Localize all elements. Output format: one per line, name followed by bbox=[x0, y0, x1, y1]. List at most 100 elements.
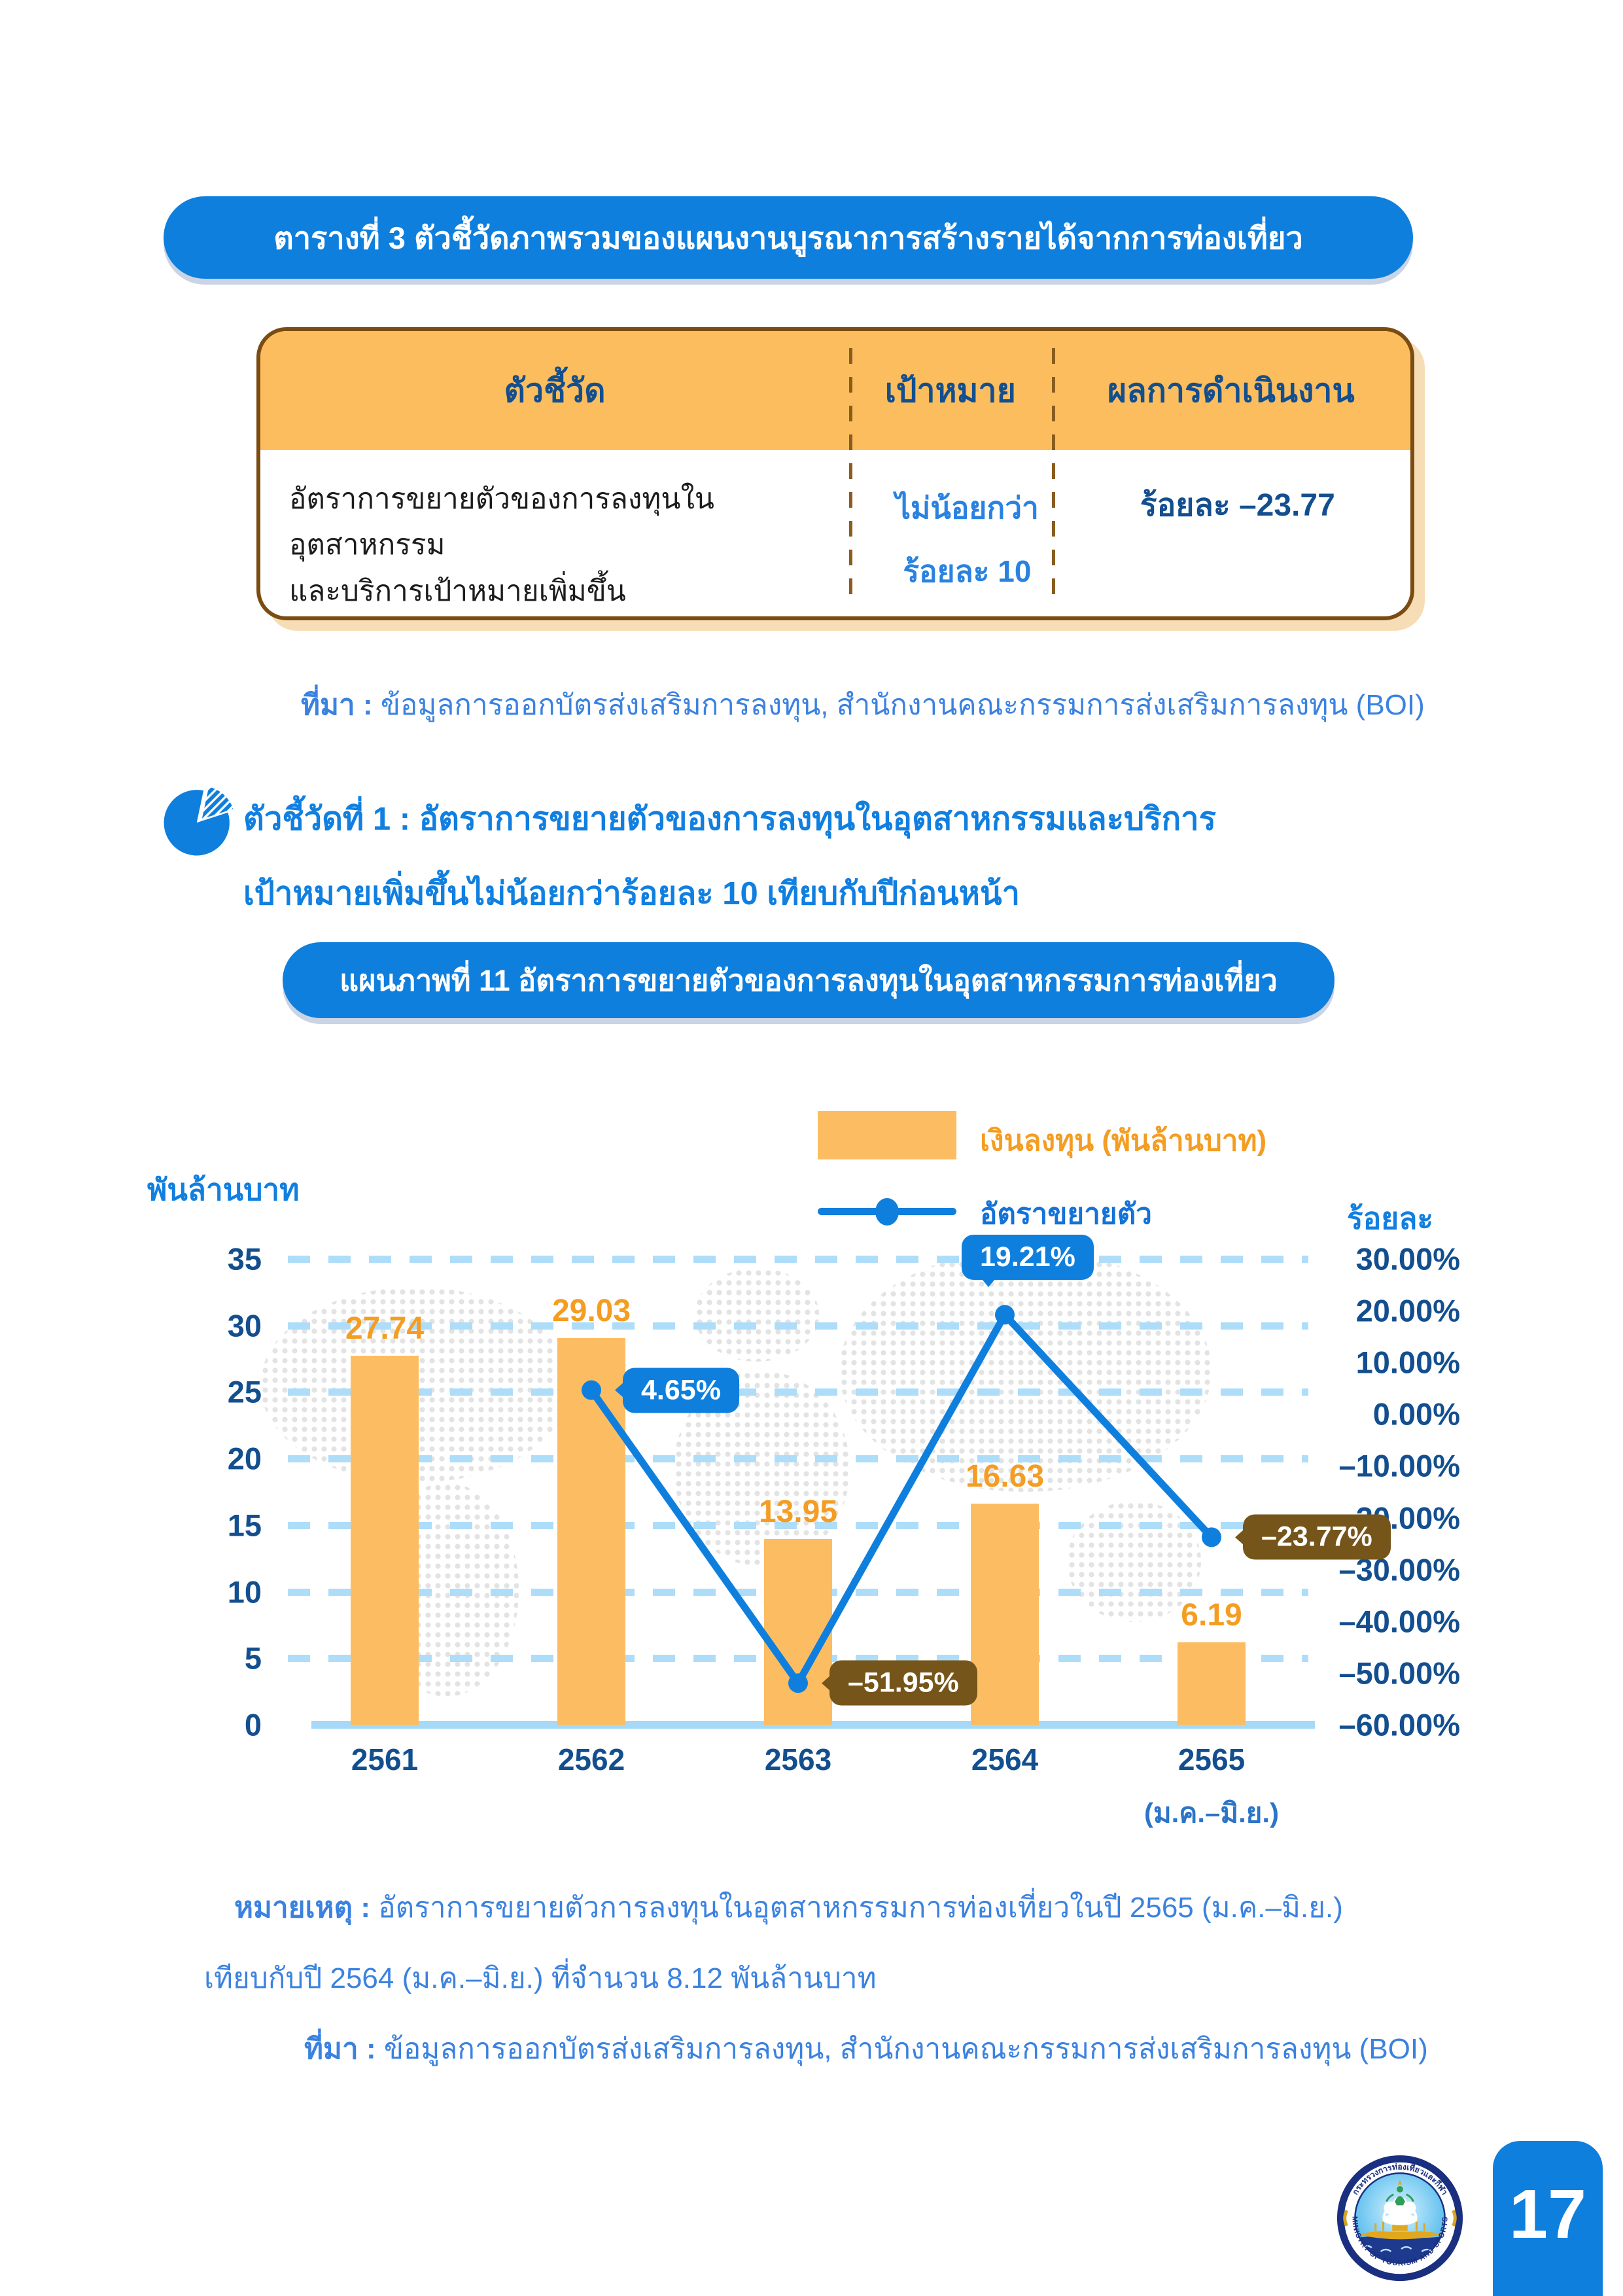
indicator-heading-line1: ตัวชี้วัดที่ 1 : อัตราการขยายตัวของการลง… bbox=[243, 802, 1216, 837]
x-axis-label-2563: 2563 bbox=[764, 1742, 832, 1776]
pie-chart-icon bbox=[164, 786, 234, 856]
line-data-point bbox=[1202, 1527, 1221, 1547]
legend-line-swatch bbox=[818, 1198, 956, 1226]
left-axis-title: พันล้านบาท bbox=[147, 1173, 300, 1207]
table-source: ที่มา : ข้อมูลการออกบัตรส่งเสริมการลงทุน… bbox=[301, 682, 1425, 728]
bar-2564 bbox=[971, 1503, 1039, 1725]
line-data-point bbox=[995, 1305, 1015, 1325]
right-axis-tick: –40.00% bbox=[1338, 1604, 1460, 1639]
map-blob bbox=[695, 1268, 819, 1362]
left-axis-tick: 0 bbox=[244, 1707, 262, 1742]
cell-result: ร้อยละ –23.77 bbox=[1064, 450, 1410, 616]
legend-bar-label: เงินลงทุน (พันล้านบาท) bbox=[980, 1125, 1267, 1157]
left-axis-tick: 5 bbox=[244, 1640, 262, 1676]
map-blob bbox=[1066, 1501, 1202, 1623]
chart-source: ที่มา : ข้อมูลการออกบัตรส่งเสริมการลงทุน… bbox=[304, 2026, 1428, 2072]
gridline bbox=[288, 1256, 1308, 1263]
line-data-point bbox=[582, 1380, 601, 1400]
result-value: ร้อยละ –23.77 bbox=[1140, 488, 1335, 523]
indicator-text-line1: อัตราการขยายตัวของการลงทุนในอุตสาหกรรม bbox=[289, 483, 715, 561]
bar-2562 bbox=[557, 1338, 625, 1725]
indicator-table-row: อัตราการขยายตัวของการลงทุนในอุตสาหกรรม แ… bbox=[260, 450, 1410, 616]
indicator-table-header: ตัวชี้วัด เป้าหมาย ผลการดำเนินงาน bbox=[260, 331, 1410, 450]
column-divider bbox=[849, 348, 853, 599]
source-label: ที่มา : bbox=[301, 689, 373, 721]
bar-2565 bbox=[1178, 1642, 1246, 1725]
right-axis-tick: 0.00% bbox=[1372, 1396, 1460, 1432]
x-axis-label-2561: 2561 bbox=[351, 1742, 419, 1776]
right-axis-tick: 20.00% bbox=[1355, 1293, 1460, 1328]
table-title: ตารางที่ 3 ตัวชี้วัดภาพรวมของแผนงานบูรณา… bbox=[273, 220, 1303, 255]
page-number-tab: 17 bbox=[1493, 2141, 1603, 2296]
legend-bar-swatch bbox=[818, 1111, 956, 1159]
right-axis-title: ร้อยละ bbox=[1346, 1201, 1434, 1235]
x-axis-label-2565: 2565 bbox=[1178, 1742, 1246, 1776]
gridline bbox=[288, 1322, 1308, 1330]
legend-line-dot-icon bbox=[875, 1198, 899, 1226]
target-text-line2: ร้อยละ 10 bbox=[903, 554, 1032, 588]
cell-target: ไม่น้อยกว่า ร้อยละ 10 bbox=[869, 450, 1064, 616]
right-axis-ticks: 30.00% 20.00% 10.00% 0.00% –10.00% –20.00% –30… bbox=[1321, 1242, 1460, 1742]
indicator-table: ตัวชี้วัด เป้าหมาย ผลการดำเนินงาน อัตราก… bbox=[256, 327, 1414, 620]
right-axis-tick: 30.00% bbox=[1355, 1241, 1460, 1277]
bar-value-label: 6.19 bbox=[1181, 1598, 1242, 1633]
ministry-seal-logo: กระทรวงการท่องเที่ยวและกีฬา MINISTRY OF … bbox=[1336, 2155, 1463, 2282]
col-header-target: เป้าหมาย bbox=[884, 372, 1016, 409]
chart-title-banner: แผนภาพที่ 11 อัตราการขยายตัวของการลงทุนใ… bbox=[283, 942, 1335, 1018]
x-axis-labels: 2561 2562 2563 2564 2565 (ม.ค.–มิ.ย.) bbox=[281, 1742, 1315, 1846]
left-axis-tick: 35 bbox=[227, 1241, 262, 1277]
chart-plot-area: 27.74 29.03 13.95 16.63 6.19 4.65% –51.95% 19.2… bbox=[260, 1235, 1391, 1729]
page-number: 17 bbox=[1509, 2176, 1586, 2253]
line-label-2565: –23.77% bbox=[1243, 1514, 1391, 1560]
x-axis-label-2564: 2564 bbox=[971, 1742, 1039, 1776]
right-axis-tick: –50.00% bbox=[1338, 1655, 1460, 1691]
left-axis-tick: 15 bbox=[227, 1508, 262, 1543]
source-text: ข้อมูลการออกบัตรส่งเสริมการลงทุน, สำนักง… bbox=[380, 689, 1425, 721]
column-divider bbox=[1051, 348, 1055, 599]
legend-line-label: อัตราขยายตัว bbox=[980, 1198, 1152, 1230]
right-axis-tick: 10.00% bbox=[1355, 1345, 1460, 1380]
x-axis-label-period-note: (ม.ค.–มิ.ย.) bbox=[1143, 1797, 1280, 1828]
right-axis-tick: –60.00% bbox=[1338, 1707, 1460, 1742]
source-text: ข้อมูลการออกบัตรส่งเสริมการลงทุน, สำนักง… bbox=[383, 2033, 1428, 2065]
line-label-2564: 19.21% bbox=[962, 1235, 1094, 1288]
map-blob bbox=[839, 1249, 1212, 1492]
bar-2561 bbox=[351, 1355, 419, 1725]
right-axis-tick: –10.00% bbox=[1338, 1448, 1460, 1483]
table-title-banner: ตารางที่ 3 ตัวชี้วัดภาพรวมของแผนงานบูรณา… bbox=[164, 196, 1413, 279]
col-header-indicator: ตัวชี้วัด bbox=[504, 372, 606, 409]
gridline bbox=[288, 1521, 1308, 1529]
line-label-2562: 4.65% bbox=[623, 1368, 739, 1413]
cell-indicator: อัตราการขยายตัวของการลงทุนในอุตสาหกรรม แ… bbox=[260, 450, 869, 616]
bar-value-label: 16.63 bbox=[965, 1458, 1045, 1494]
note-label: หมายเหตุ : bbox=[234, 1892, 370, 1924]
chart-note-line2: เทียบกับปี 2564 (ม.ค.–มิ.ย.) ที่จำนวน 8.… bbox=[204, 1955, 877, 2001]
bar-2563 bbox=[764, 1539, 832, 1725]
chart-title: แผนภาพที่ 11 อัตราการขยายตัวของการลงทุนใ… bbox=[340, 964, 1278, 997]
source-label: ที่มา : bbox=[304, 2033, 376, 2065]
line-label-2563: –51.95% bbox=[829, 1660, 977, 1706]
deity-figure bbox=[1386, 2180, 1414, 2206]
left-axis-tick: 20 bbox=[227, 1441, 262, 1476]
col-header-result: ผลการดำเนินงาน bbox=[1107, 372, 1355, 409]
bar-value-label: 29.03 bbox=[551, 1294, 631, 1329]
x-axis-label-2562: 2562 bbox=[557, 1742, 625, 1776]
line-data-point bbox=[788, 1673, 808, 1693]
left-axis-tick: 10 bbox=[227, 1574, 262, 1610]
left-axis-tick: 30 bbox=[227, 1308, 262, 1343]
left-axis-tick: 25 bbox=[227, 1374, 262, 1409]
note-text-line2: เทียบกับปี 2564 (ม.ค.–มิ.ย.) ที่จำนวน 8.… bbox=[204, 1962, 877, 1994]
gridline bbox=[288, 1455, 1308, 1463]
note-text-line1: อัตราการขยายตัวการลงทุนในอุตสาหกรรมการท่… bbox=[378, 1892, 1343, 1924]
chart-note-line1: หมายเหตุ : อัตราการขยายตัวการลงทุนในอุตส… bbox=[234, 1884, 1343, 1930]
bar-value-label: 13.95 bbox=[758, 1494, 838, 1530]
gridline bbox=[288, 1388, 1308, 1396]
target-text-line1: ไม่น้อยกว่า bbox=[895, 491, 1039, 525]
growth-rate-line bbox=[582, 1305, 1221, 1693]
indicator-heading-line2: เป้าหมายเพิ่มขึ้นไม่น้อยกว่าร้อยละ 10 เท… bbox=[243, 876, 1020, 911]
indicator-text-line2: และบริการเป้าหมายเพิ่มขึ้น bbox=[289, 574, 626, 607]
bar-value-label: 27.74 bbox=[345, 1311, 425, 1346]
left-axis-ticks: 35 30 25 20 15 10 5 0 bbox=[164, 1242, 262, 1742]
world-map-dots bbox=[260, 1249, 1315, 1725]
